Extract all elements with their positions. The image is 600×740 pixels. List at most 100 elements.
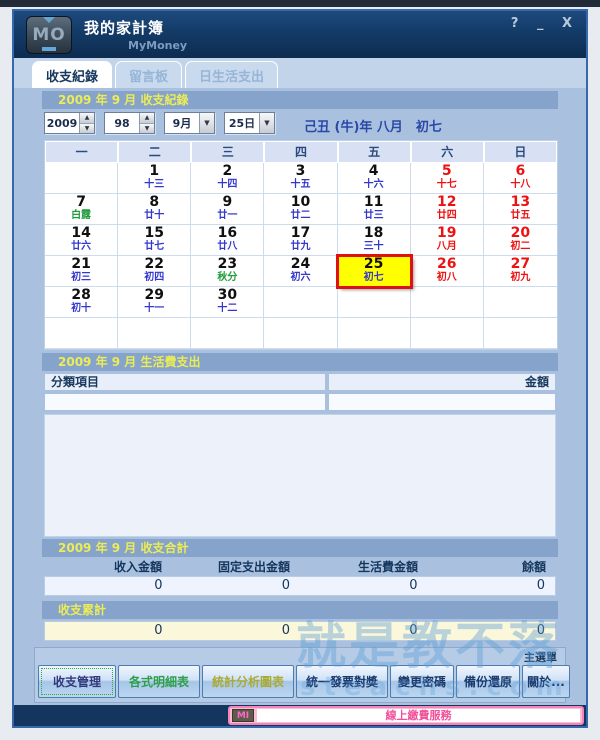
year-down-icon[interactable]: ▼	[80, 123, 94, 133]
menu-button-2[interactable]: 各式明細表	[118, 665, 200, 698]
calendar-day-cell[interactable]: 3 十五	[264, 163, 338, 194]
calendar-day-cell[interactable]: 6 十八	[483, 163, 557, 194]
expense-table-row[interactable]	[44, 393, 556, 411]
year-value: 2009	[46, 116, 78, 130]
lunar-label: 廿十	[144, 210, 165, 221]
day-number: 7	[76, 194, 86, 210]
minimize-button[interactable]: _	[536, 16, 544, 31]
lunar-label: 廿二	[290, 210, 311, 221]
calendar-day-cell[interactable]: 9 廿一	[191, 194, 265, 225]
month-select[interactable]: 9月 ▼	[164, 112, 215, 134]
calendar-day-cell[interactable]: 5 十七	[410, 163, 484, 194]
close-button[interactable]: X	[561, 16, 572, 31]
tab-daily-expense[interactable]: 日生活支出	[185, 61, 279, 88]
app-window: MO 我的家計簿 MyMoney ? _ X 收支紀錄 留言板 日生活支出 20…	[12, 9, 588, 728]
calendar-day-cell[interactable]: 19 八月	[410, 225, 484, 256]
calendar-weekday-row: 一二三四五六日	[45, 141, 557, 163]
tab-bar: 收支紀錄 留言板 日生活支出	[14, 58, 586, 88]
menu-button-1[interactable]: 收支管理	[38, 665, 116, 698]
calendar-day-cell[interactable]: 14 廿六	[45, 225, 119, 256]
calendar-day-cell[interactable]: 23 秋分	[191, 256, 265, 287]
menu-button-7[interactable]: 關於...	[522, 665, 570, 698]
expense-col-category: 分類項目	[44, 373, 326, 391]
calendar-day-cell[interactable]: 1 十三	[118, 163, 192, 194]
calendar-day-cell[interactable]: 25 初七	[335, 254, 413, 289]
accum-value-row: 0 0 0 0	[44, 621, 556, 641]
roc-year-up-icon[interactable]: ▲	[140, 113, 154, 124]
bottom-status-strip: MI 線上繳費服務	[14, 705, 586, 726]
day-number: 4	[368, 163, 379, 179]
calendar-day-cell[interactable]: 29 十一	[118, 287, 192, 318]
totals-value-row: 0 0 0 0	[44, 576, 556, 596]
menu-button-6[interactable]: 備份還原	[456, 665, 520, 698]
calendar-day-cell[interactable]: 15 廿七	[118, 225, 192, 256]
expense-empty-list	[44, 414, 556, 537]
calendar-day-cell[interactable]: 8 廿十	[118, 194, 192, 225]
calendar-day-cell[interactable]: 4 十六	[337, 163, 411, 194]
day-number: 14	[71, 225, 91, 241]
totals-section-header: 2009 年 9 月 收支合計	[42, 539, 558, 557]
day-select[interactable]: 25日 ▼	[224, 112, 275, 134]
calendar-day-cell[interactable]: 27 初九	[483, 256, 557, 287]
day-number: 1	[149, 163, 160, 179]
month-dropdown-icon[interactable]: ▼	[199, 113, 214, 133]
calendar-day-cell[interactable]: 28 初十	[45, 287, 119, 318]
day-dropdown-icon[interactable]: ▼	[259, 113, 274, 133]
calendar-day-cell[interactable]: 17 廿九	[264, 225, 338, 256]
calendar-day-cell[interactable]: 30 十二	[191, 287, 265, 318]
calendar-day-cell[interactable]: 21 初三	[45, 256, 119, 287]
expense-section-header: 2009 年 9 月 生活費支出	[42, 353, 558, 371]
lunar-label: 初二	[510, 241, 531, 252]
calendar-day-cell[interactable]: 12 廿四	[410, 194, 484, 225]
lunar-label: 初九	[510, 272, 531, 283]
tab-message-board[interactable]: 留言板	[115, 61, 183, 88]
calendar-day-cell[interactable]: 10 廿二	[264, 194, 338, 225]
calendar-day-cell[interactable]: 13 廿五	[483, 194, 557, 225]
day-number: 28	[71, 287, 91, 303]
help-button[interactable]: ?	[510, 16, 519, 31]
lunar-label: 十六	[363, 179, 384, 190]
title-bar: MO 我的家計簿 MyMoney ? _ X	[14, 11, 586, 58]
calendar: 一二三四五六日 1 十三 2 十四 3 十五 4 十六 5 十七 6 十八 7 白露 8 廿十 9 廿一 10 廿二 1…	[44, 140, 558, 350]
day-number: 10	[290, 194, 311, 210]
calendar-day-cell[interactable]: 16 廿八	[191, 225, 265, 256]
calendar-empty-cell	[118, 318, 192, 349]
year-up-icon[interactable]: ▲	[80, 113, 94, 124]
day-number: 27	[510, 256, 531, 272]
weekday-header: 五	[338, 142, 410, 162]
menu-button-4[interactable]: 統一發票對獎	[296, 665, 388, 698]
lunar-label: 廿九	[290, 241, 311, 252]
calendar-empty-cell	[45, 163, 119, 194]
lunar-label: 廿五	[510, 210, 531, 221]
accum-section-header: 收支累計	[42, 601, 558, 619]
day-number: 8	[149, 194, 160, 210]
day-number: 19	[437, 225, 457, 241]
calendar-day-cell[interactable]: 18 三十	[337, 225, 411, 256]
accum-value: 0	[281, 623, 290, 638]
roc-year-spinner[interactable]: 98 ▲ ▼	[104, 112, 155, 134]
calendar-day-cell[interactable]: 24 初六	[264, 256, 338, 287]
calendar-day-cell[interactable]: 26 初八	[410, 256, 484, 287]
lunar-label: 十五	[290, 179, 311, 190]
menu-button-5[interactable]: 變更密碼	[390, 665, 454, 698]
menu-button-3[interactable]: 統計分析圖表	[202, 665, 294, 698]
calendar-day-cell[interactable]: 22 初四	[118, 256, 192, 287]
calendar-day-cell[interactable]: 7 白露	[45, 194, 119, 225]
calendar-day-cell[interactable]: 11 廿三	[337, 194, 411, 225]
day-number: 13	[510, 194, 531, 210]
calendar-day-cell[interactable]: 2 十四	[191, 163, 265, 194]
lunar-label: 八月	[436, 241, 457, 252]
calendar-day-cell[interactable]: 20 初二	[483, 225, 557, 256]
day-number: 20	[510, 225, 531, 241]
online-payment-banner[interactable]: MI 線上繳費服務	[228, 706, 584, 725]
lunar-label: 廿八	[217, 241, 238, 252]
tab-income-expense-record[interactable]: 收支紀錄	[32, 61, 113, 88]
roc-year-down-icon[interactable]: ▼	[140, 123, 154, 133]
lunar-label: 初三	[71, 272, 92, 283]
year-spinner[interactable]: 2009 ▲ ▼	[44, 112, 95, 134]
totals-column-label: 生活費金額	[357, 560, 418, 574]
day-number: 29	[144, 287, 164, 303]
lunar-label: 廿一	[217, 210, 238, 221]
expense-cell-category	[44, 393, 326, 411]
main-menu-panel: 主選單 收支管理 各式明細表 統計分析圖表 統一發票對獎 變更密碼 備份還原 關於...	[34, 647, 570, 703]
